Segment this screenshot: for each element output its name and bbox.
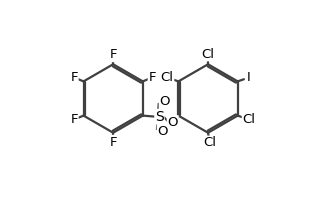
Text: O: O: [157, 125, 168, 138]
Text: O: O: [159, 95, 170, 108]
Text: O: O: [168, 116, 178, 129]
Text: F: F: [70, 113, 78, 126]
Text: F: F: [110, 136, 117, 149]
Text: Cl: Cl: [160, 71, 174, 84]
Text: Cl: Cl: [243, 113, 255, 126]
Text: S: S: [155, 110, 164, 124]
Text: Cl: Cl: [203, 136, 216, 149]
Text: F: F: [70, 71, 78, 84]
Text: F: F: [110, 48, 117, 61]
Text: Cl: Cl: [202, 48, 214, 61]
Text: F: F: [148, 71, 156, 84]
Text: I: I: [247, 71, 251, 84]
